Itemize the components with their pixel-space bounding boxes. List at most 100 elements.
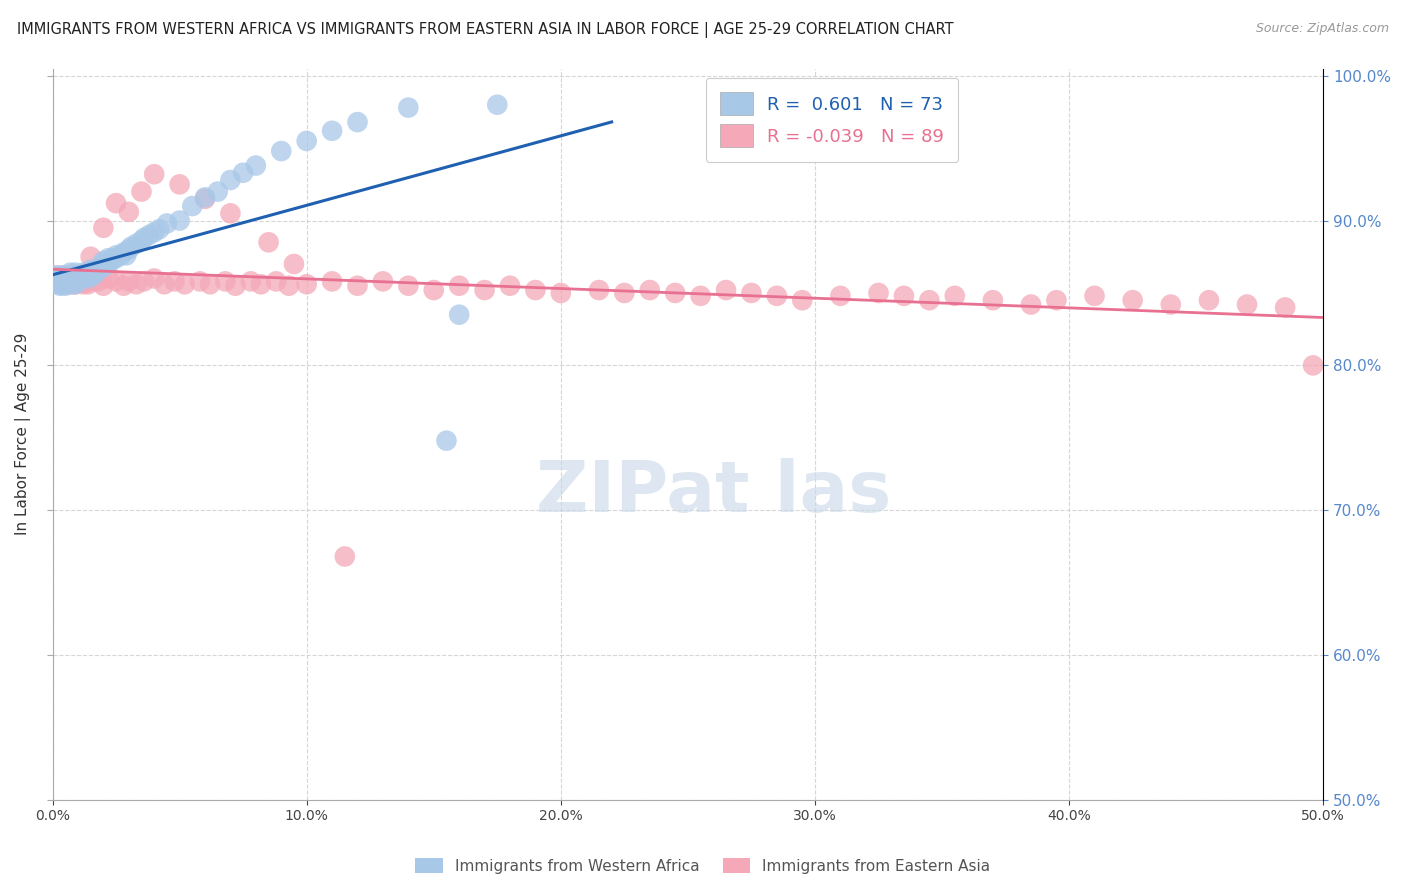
Point [82,268,104,283]
Point [75,268,97,283]
Point [87,274,110,288]
Point [118,274,141,288]
Y-axis label: In Labor Force | Age 25-29: In Labor Force | Age 25-29 [15,333,31,535]
Point [194,192,217,206]
Legend: R =  0.601   N = 73, R = -0.039   N = 89: R = 0.601 N = 73, R = -0.039 N = 89 [706,78,959,161]
Point [49,268,72,283]
Point [79,250,101,264]
Legend: Immigrants from Western Africa, Immigrants from Eastern Asia: Immigrants from Western Africa, Immigran… [409,852,997,880]
Point [943,289,966,303]
Point [1302,359,1324,373]
Point [62,277,84,292]
Point [181,199,204,213]
Point [295,134,318,148]
Point [72,268,94,283]
Point [550,285,572,300]
Point [143,167,166,181]
Point [588,283,610,297]
Point [87,262,110,277]
Point [93,254,115,268]
Point [371,274,394,288]
Point [219,206,242,220]
Point [53,268,76,283]
Point [105,196,128,211]
Point [1019,297,1042,311]
Point [93,278,115,293]
Point [79,274,101,288]
Point [49,278,72,293]
Point [486,97,509,112]
Point [65,271,87,285]
Point [125,236,148,251]
Point [118,243,141,257]
Point [499,278,522,293]
Point [97,257,120,271]
Point [53,268,76,283]
Point [125,277,148,292]
Point [524,283,547,297]
Point [143,271,166,285]
Point [69,274,91,288]
Point [918,293,941,308]
Point [110,248,132,262]
Point [138,227,160,242]
Point [46,277,69,292]
Point [474,283,496,297]
Point [689,289,711,303]
Point [59,271,82,285]
Point [436,434,458,448]
Point [56,274,79,288]
Point [169,213,191,227]
Point [283,257,305,271]
Point [173,277,195,292]
Point [169,178,191,192]
Point [792,293,814,308]
Point [79,268,101,283]
Point [264,274,287,288]
Point [97,251,120,265]
Text: Source: ZipAtlas.com: Source: ZipAtlas.com [1256,22,1389,36]
Point [65,274,87,288]
Point [153,277,176,292]
Point [46,274,69,288]
Point [52,277,75,292]
Point [245,159,267,173]
Point [53,274,76,288]
Point [65,266,87,280]
Point [250,277,273,292]
Point [225,278,247,293]
Text: ZIPat las: ZIPat las [536,458,891,527]
Point [66,274,89,288]
Point [1198,293,1220,308]
Point [156,217,179,231]
Point [1122,293,1144,308]
Point [1236,297,1258,311]
Point [321,124,343,138]
Text: IMMIGRANTS FROM WESTERN AFRICA VS IMMIGRANTS FROM EASTERN ASIA IN LABOR FORCE | : IMMIGRANTS FROM WESTERN AFRICA VS IMMIGR… [17,22,953,38]
Point [62,274,84,288]
Point [56,271,79,285]
Point [52,271,75,285]
Point [72,271,94,285]
Point [82,268,104,283]
Point [270,144,292,158]
Point [638,283,661,297]
Point [396,278,419,293]
Point [277,278,299,293]
Point [423,283,446,297]
Point [449,278,471,293]
Point [613,285,636,300]
Point [72,277,94,292]
Point [105,274,128,288]
Point [207,185,229,199]
Point [44,268,66,283]
Point [132,231,155,245]
Point [53,274,76,288]
Point [740,285,762,300]
Point [66,268,89,283]
Point [77,266,100,280]
Point [1083,289,1105,303]
Point [105,248,128,262]
Point [77,271,100,285]
Point [148,222,170,236]
